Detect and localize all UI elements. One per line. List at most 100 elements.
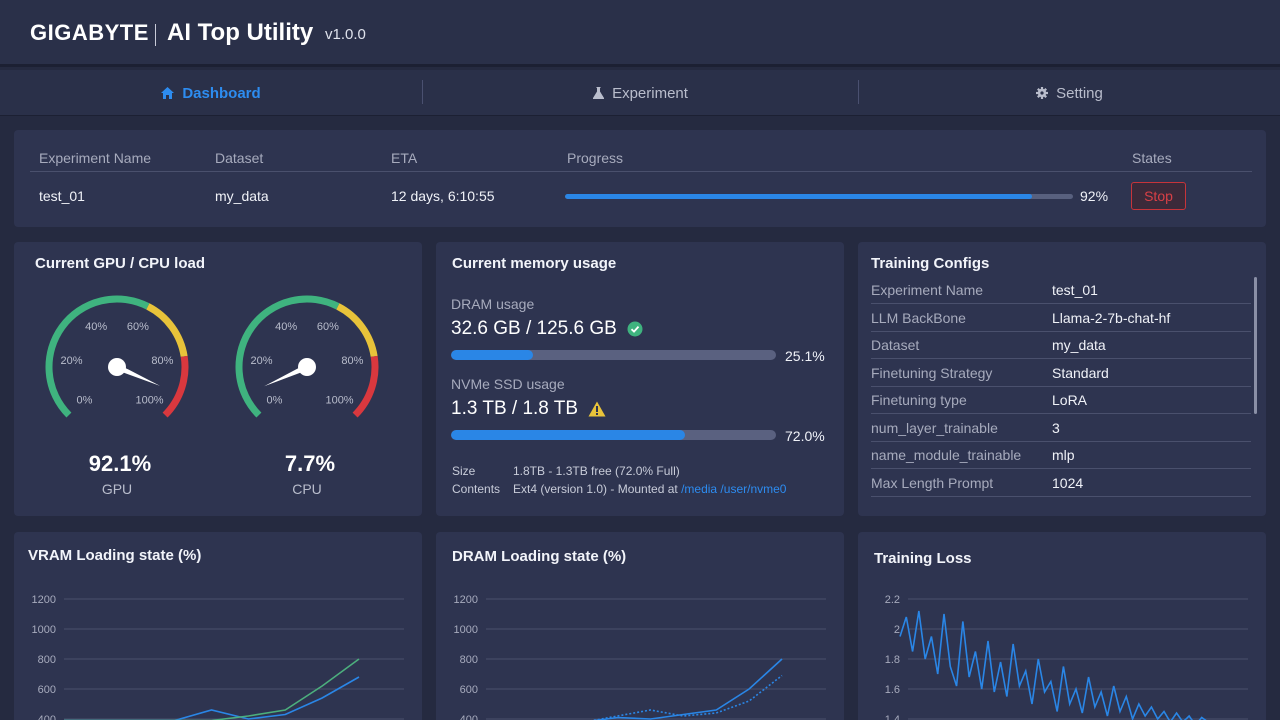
title-divider — [155, 24, 156, 46]
y-tick-label: 600 — [38, 684, 56, 696]
dram-usage-value: 32.6 GB / 125.6 GB — [451, 318, 643, 340]
config-row: Max Length Prompt 1024 — [871, 470, 1251, 497]
tab-experiment[interactable]: Experiment — [423, 70, 858, 116]
gauge-tick-label: 80% — [341, 355, 363, 367]
experiment-name-cell: test_01 — [39, 188, 85, 204]
y-tick-label: 600 — [460, 684, 478, 696]
size-label: Size — [452, 464, 476, 478]
app-version: v1.0.0 — [325, 26, 366, 43]
loss-chart: 2.2 2 1.8 1.6 1.4 — [885, 594, 1248, 720]
gauge-tick-label: 60% — [127, 321, 149, 333]
config-key: Finetuning type — [871, 392, 967, 408]
column-header: States — [1132, 150, 1172, 166]
dataset-cell: my_data — [215, 188, 269, 204]
card-title: Training Configs — [871, 255, 990, 272]
stop-button[interactable]: Stop — [1131, 182, 1186, 210]
gauge-arc — [336, 303, 378, 358]
column-header: ETA — [391, 150, 418, 166]
gauge-tick-label: 0% — [77, 395, 93, 407]
flask-icon — [593, 87, 605, 99]
check-circle-icon — [627, 321, 643, 337]
gauge-tick-label: 100% — [135, 395, 163, 407]
chart-title: Training Loss — [874, 550, 972, 567]
contents-label: Contents — [452, 482, 501, 496]
gpu-gauge: 0% 20% 40% 60% 80% 100% — [45, 295, 189, 418]
progress-percent: 92% — [1080, 188, 1109, 204]
series-line — [593, 658, 783, 720]
y-tick-label: 1000 — [454, 624, 478, 636]
gauge-arc — [162, 355, 189, 418]
gauge-tick-label: 20% — [61, 355, 83, 367]
eta-cell: 12 days, 6:10:55 — [391, 188, 495, 204]
dram-chart: 1200 1000 800 600 400 — [454, 594, 826, 720]
app-title: AI Top Utility — [167, 19, 314, 46]
config-key: name_module_trainable — [871, 447, 1022, 463]
ssd-usage-percent: 72.0% — [785, 428, 825, 444]
config-scrollbar[interactable] — [1254, 277, 1257, 414]
series-line — [591, 674, 783, 720]
mount-path-link[interactable]: /media /user/nvme0 — [681, 482, 787, 496]
config-row: Finetuning type LoRA — [871, 387, 1251, 414]
gauge-hub — [298, 358, 316, 376]
config-key: Max Length Prompt — [871, 474, 994, 491]
ssd-usage-bar — [451, 430, 776, 440]
home-icon — [161, 87, 175, 99]
warning-icon — [588, 401, 606, 417]
training-configs-card — [858, 242, 1266, 516]
y-tick-label: 800 — [38, 654, 56, 666]
tab-dashboard[interactable]: Dashboard — [0, 70, 422, 116]
cpu-gauge: 0% 20% 40% 60% 80% 100% — [235, 295, 379, 418]
gauge-arc — [352, 355, 379, 418]
ssd-usage-label: NVMe SSD usage — [451, 376, 565, 392]
dram-usage-percent: 25.1% — [785, 348, 825, 364]
tab-experiment-label: Experiment — [612, 84, 688, 102]
config-value: LoRA — [1052, 392, 1088, 408]
config-row: Finetuning Strategy Standard — [871, 360, 1251, 387]
tab-setting[interactable]: Setting — [859, 70, 1280, 116]
gauge-arc — [45, 295, 150, 418]
config-value: 1024 — [1052, 474, 1084, 491]
config-row: LLM BackBone Llama-2-7b-chat-hf — [871, 305, 1251, 332]
series-line — [899, 610, 1207, 720]
vram-chart: 1200 1000 800 600 400 — [32, 594, 404, 720]
gpu-label: GPU — [101, 481, 133, 497]
memory-usage-card — [436, 242, 844, 516]
config-key: Experiment Name — [871, 282, 984, 298]
ssd-usage-fill — [451, 430, 685, 440]
ssd-usage-value: 1.3 TB / 1.8 TB — [451, 398, 606, 420]
config-row: Dataset my_data — [871, 332, 1251, 359]
config-value: 3 — [1052, 419, 1060, 436]
gauge-needle — [115, 364, 161, 386]
chart-title: DRAM Loading state (%) — [452, 548, 627, 565]
gear-icon — [1036, 87, 1049, 99]
gauge-arc — [235, 295, 340, 418]
gauge-tick-label: 0% — [267, 395, 283, 407]
contents-text: Ext4 (version 1.0) - Mounted at — [513, 482, 682, 496]
gauge-arc — [146, 303, 188, 358]
gauge-tick-label: 60% — [317, 321, 339, 333]
config-value: Llama-2-7b-chat-hf — [1052, 309, 1171, 326]
gauge-hub — [108, 358, 126, 376]
config-key: LLM BackBone — [871, 309, 966, 326]
brand-logo: GIGABYTE — [30, 20, 149, 45]
y-tick-label: 1200 — [32, 594, 56, 606]
chart-title: VRAM Loading state (%) — [28, 547, 202, 564]
progress-bar-fill — [565, 194, 1033, 199]
y-tick-label: 1.6 — [885, 684, 900, 696]
title-bar: GIGABYTE AI Top Utility v1.0.0 — [0, 0, 1280, 67]
tab-divider — [858, 80, 859, 104]
ssd-usage-text: 1.3 TB / 1.8 TB — [451, 398, 579, 419]
y-tick-label: 1.4 — [885, 714, 900, 720]
gauge-tick-label: 20% — [251, 355, 273, 367]
contents-value: Ext4 (version 1.0) - Mounted at /media /… — [513, 482, 786, 496]
y-tick-label: 1200 — [454, 594, 478, 606]
main-nav: Dashboard Experiment Setting — [0, 70, 1280, 116]
gauge-tick-label: 40% — [275, 321, 297, 333]
config-row: num_layer_trainable 3 — [871, 415, 1251, 442]
config-row: Experiment Name test_01 — [871, 277, 1251, 304]
dram-usage-text: 32.6 GB / 125.6 GB — [451, 318, 617, 339]
series-line — [64, 658, 360, 720]
tab-divider — [422, 80, 423, 104]
config-value: my_data — [1052, 337, 1106, 353]
y-tick-label: 800 — [460, 654, 478, 666]
